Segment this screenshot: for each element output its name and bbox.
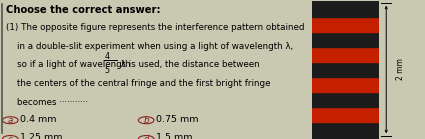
Text: 0.75 mm: 0.75 mm [156,115,198,124]
Text: d: d [144,135,149,139]
Text: Choose the correct answer:: Choose the correct answer: [6,5,160,15]
Text: c: c [8,135,13,139]
Text: a: a [8,116,13,125]
Text: b: b [144,116,149,125]
Text: λ is used, the distance between: λ is used, the distance between [118,60,260,69]
Text: so if a light of wavelength: so if a light of wavelength [6,60,133,69]
Text: in a double-slit experiment when using a light of wavelength λ,: in a double-slit experiment when using a… [6,42,293,51]
Text: 2 mm: 2 mm [396,59,405,80]
Text: 1.5 mm: 1.5 mm [156,133,193,139]
Text: (1) The opposite figure represents the interference pattern obtained: (1) The opposite figure represents the i… [6,23,304,32]
Text: the centers of the central fringe and the first bright fringe: the centers of the central fringe and th… [6,79,270,88]
Text: becomes ···········: becomes ··········· [6,98,88,107]
Text: 4: 4 [105,52,110,61]
Text: 0.4 mm: 0.4 mm [20,115,57,124]
Text: 5: 5 [105,66,110,75]
Text: 1.25 mm: 1.25 mm [20,133,63,139]
